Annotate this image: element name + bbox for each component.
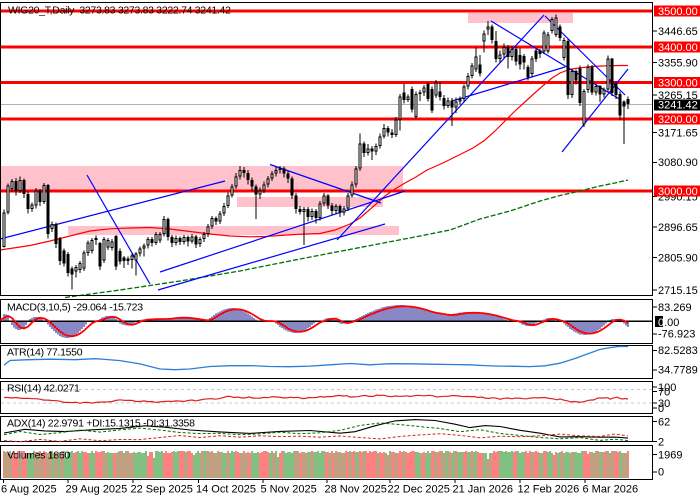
- svg-text:30: 30: [658, 398, 670, 410]
- svg-text:82.5283: 82.5283: [658, 345, 698, 357]
- svg-text:6 Mar 2026: 6 Mar 2026: [583, 484, 639, 496]
- svg-text:-76.923: -76.923: [658, 329, 695, 341]
- svg-text:3171.65: 3171.65: [658, 127, 698, 139]
- svg-text:34.7789: 34.7789: [658, 365, 698, 377]
- svg-text:2715.15: 2715.15: [658, 285, 698, 297]
- svg-text:MACD(3,10,5) -29.064 -15.723: MACD(3,10,5) -29.064 -15.723: [7, 302, 143, 314]
- svg-text:6 Aug 2025: 6 Aug 2025: [1, 484, 57, 496]
- svg-text:21 Jan 2026: 21 Jan 2026: [453, 484, 514, 496]
- svg-text:Volumes 1860: Volumes 1860: [7, 450, 70, 462]
- svg-text:3355.90: 3355.90: [658, 57, 698, 69]
- svg-text:5 Nov 2025: 5 Nov 2025: [261, 484, 317, 496]
- svg-text:14 Oct 2025: 14 Oct 2025: [196, 484, 256, 496]
- svg-text:3500.00: 3500.00: [658, 6, 698, 18]
- svg-text:83.269: 83.269: [658, 302, 692, 314]
- svg-text:2805.90: 2805.90: [658, 252, 698, 264]
- svg-text:100: 100: [658, 382, 676, 394]
- svg-text:3446.65: 3446.65: [658, 26, 698, 38]
- svg-text:12 Feb 2026: 12 Feb 2026: [518, 484, 580, 496]
- svg-text:3300.00: 3300.00: [658, 77, 698, 89]
- svg-text:70: 70: [658, 386, 670, 398]
- svg-text:22 Sep 2025: 22 Sep 2025: [131, 484, 193, 496]
- svg-text:62: 62: [658, 416, 670, 428]
- svg-text:3400.00: 3400.00: [658, 42, 698, 54]
- svg-text:29 Aug 2025: 29 Aug 2025: [66, 484, 128, 496]
- svg-text:0.00: 0.00: [658, 317, 679, 329]
- svg-text:2896.65: 2896.65: [658, 222, 698, 234]
- svg-text:1969: 1969: [658, 449, 682, 461]
- svg-text:3200.00: 3200.00: [658, 114, 698, 126]
- svg-text:0: 0: [658, 403, 664, 415]
- svg-text:28 Nov 2025: 28 Nov 2025: [325, 484, 387, 496]
- svg-text:ATR(14) 77.1550: ATR(14) 77.1550: [7, 347, 83, 359]
- svg-text:3080.90: 3080.90: [658, 157, 698, 169]
- svg-text:3265.15: 3265.15: [658, 90, 698, 102]
- svg-text:22 Dec 2025: 22 Dec 2025: [388, 484, 450, 496]
- svg-text:0: 0: [658, 467, 664, 479]
- svg-text:3000.00: 3000.00: [658, 186, 698, 198]
- svg-text:3241.42: 3241.42: [658, 99, 698, 111]
- svg-text:RSI(14) 42.0271: RSI(14) 42.0271: [7, 383, 80, 395]
- svg-text:ADX(14) 22.9791 +DI:15.1315 -D: ADX(14) 22.9791 +DI:15.1315 -DI:31.3358: [7, 418, 195, 430]
- svg-text:2: 2: [658, 436, 664, 448]
- svg-text:WIG20_T,Daily 3273.83 3273.83: WIG20_T,Daily 3273.83 3273.83 3222.74 32…: [8, 5, 231, 17]
